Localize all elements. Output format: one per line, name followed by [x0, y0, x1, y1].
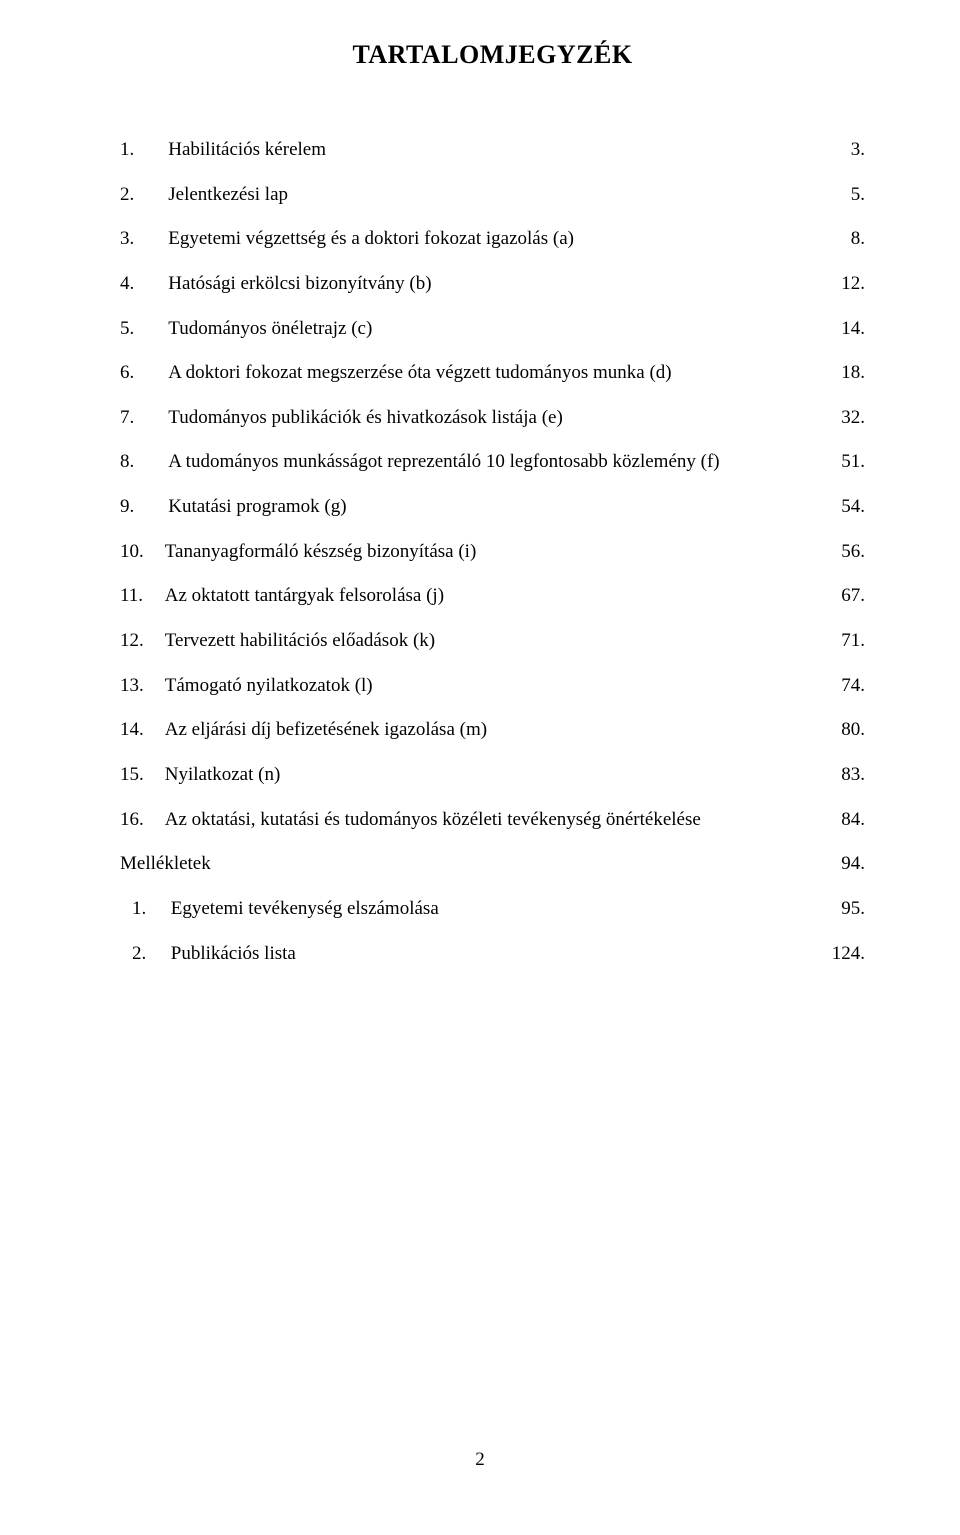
toc-label: 12. Tervezett habilitációs előadások (k) — [120, 619, 815, 664]
toc-num: 11. — [120, 574, 160, 619]
toc-appendix-heading: Mellékletek 94. — [120, 842, 865, 887]
toc-text: Az oktatási, kutatási és tudományos közé… — [165, 809, 701, 830]
toc-entry: 4. Hatósági erkölcsi bizonyítvány (b) 12… — [120, 262, 865, 307]
toc-entry: 5. Tudományos önéletrajz (c) 14. — [120, 307, 865, 352]
toc-text: A tudományos munkásságot reprezentáló 10… — [168, 451, 719, 472]
toc-page: 32. — [815, 396, 865, 441]
toc-text: Az oktatott tantárgyak felsorolása (j) — [165, 585, 444, 606]
toc-page: 74. — [815, 664, 865, 709]
toc-label: 2. Jelentkezési lap — [120, 173, 815, 218]
toc-entry: 9. Kutatási programok (g) 54. — [120, 485, 865, 530]
toc-entry: 2. Jelentkezési lap 5. — [120, 173, 865, 218]
toc-label: 10. Tananyagformáló készség bizonyítása … — [120, 530, 815, 575]
toc-num: 5. — [120, 307, 154, 352]
toc-label: 1. Egyetemi tevékenység elszámolása — [132, 887, 815, 932]
toc-label: 6. A doktori fokozat megszerzése óta vég… — [120, 351, 815, 396]
toc-num: 2. — [120, 173, 154, 218]
toc-page: 3. — [815, 128, 865, 173]
toc-label: 15. Nyilatkozat (n) — [120, 753, 815, 798]
toc-entry: 15. Nyilatkozat (n) 83. — [120, 753, 865, 798]
toc-num: 16. — [120, 798, 160, 843]
toc-page: 8. — [815, 217, 865, 262]
toc-text: Az eljárási díj befizetésének igazolása … — [165, 719, 487, 740]
toc-text: Tananyagformáló készség bizonyítása (i) — [165, 541, 477, 562]
toc-label: 9. Kutatási programok (g) — [120, 485, 815, 530]
toc-text: Kutatási programok (g) — [168, 496, 346, 517]
toc-appendix-entry: 2. Publikációs lista 124. — [120, 932, 865, 977]
toc-entry: 3. Egyetemi végzettség és a doktori foko… — [120, 217, 865, 262]
toc-num: 15. — [120, 753, 160, 798]
toc-text: Tudományos publikációk és hivatkozások l… — [168, 407, 563, 428]
toc-page: 84. — [815, 798, 865, 843]
page-title: TARTALOMJEGYZÉK — [120, 40, 865, 70]
toc-page: 83. — [815, 753, 865, 798]
toc-text: Habilitációs kérelem — [168, 139, 326, 160]
toc-label: 4. Hatósági erkölcsi bizonyítvány (b) — [120, 262, 815, 307]
toc-entry: 16. Az oktatási, kutatási és tudományos … — [120, 798, 865, 843]
page-number: 2 — [0, 1449, 960, 1471]
toc-num: 8. — [120, 440, 154, 485]
toc-text: Tudományos önéletrajz (c) — [168, 318, 372, 339]
toc-text: Publikációs lista — [171, 943, 296, 964]
toc-page: 54. — [815, 485, 865, 530]
toc-page: 80. — [815, 708, 865, 753]
toc-num: 1. — [132, 887, 166, 932]
toc-num: 3. — [120, 217, 154, 262]
toc-label: 7. Tudományos publikációk és hivatkozáso… — [120, 396, 815, 441]
toc-entry: 6. A doktori fokozat megszerzése óta vég… — [120, 351, 865, 396]
toc-page: 95. — [815, 887, 865, 932]
toc-num: 9. — [120, 485, 154, 530]
toc-text: A doktori fokozat megszerzése óta végzet… — [168, 362, 671, 383]
toc-num: 2. — [132, 932, 166, 977]
toc-page: 124. — [815, 932, 865, 977]
toc-num: 10. — [120, 530, 160, 575]
toc-text: Támogató nyilatkozatok (l) — [165, 675, 373, 696]
toc-page: 51. — [815, 440, 865, 485]
toc-label: 2. Publikációs lista — [132, 932, 815, 977]
toc-num: 4. — [120, 262, 154, 307]
toc-num: 7. — [120, 396, 154, 441]
toc-entry: 11. Az oktatott tantárgyak felsorolása (… — [120, 574, 865, 619]
toc-entry: 10. Tananyagformáló készség bizonyítása … — [120, 530, 865, 575]
toc-label: 14. Az eljárási díj befizetésének igazol… — [120, 708, 815, 753]
toc-entry: 14. Az eljárási díj befizetésének igazol… — [120, 708, 865, 753]
toc-page: 14. — [815, 307, 865, 352]
toc-page: 56. — [815, 530, 865, 575]
toc-label: 3. Egyetemi végzettség és a doktori foko… — [120, 217, 815, 262]
toc-num: 12. — [120, 619, 160, 664]
toc-text: Tervezett habilitációs előadások (k) — [165, 630, 435, 651]
toc-entry: 1. Habilitációs kérelem 3. — [120, 128, 865, 173]
toc-text: Egyetemi tevékenység elszámolása — [171, 898, 439, 919]
toc-text: Jelentkezési lap — [168, 184, 288, 205]
toc-text: Hatósági erkölcsi bizonyítvány (b) — [168, 273, 431, 294]
toc-num: 14. — [120, 708, 160, 753]
toc-page: 67. — [815, 574, 865, 619]
toc-page: 12. — [815, 262, 865, 307]
toc-label: 8. A tudományos munkásságot reprezentáló… — [120, 440, 815, 485]
toc-text: Nyilatkozat (n) — [165, 764, 281, 785]
toc-text: Egyetemi végzettség és a doktori fokozat… — [168, 228, 574, 249]
toc-page: 18. — [815, 351, 865, 396]
toc-entry: 8. A tudományos munkásságot reprezentáló… — [120, 440, 865, 485]
toc-entry: 13. Támogató nyilatkozatok (l) 74. — [120, 664, 865, 709]
toc-num: 13. — [120, 664, 160, 709]
toc-label: 1. Habilitációs kérelem — [120, 128, 815, 173]
toc-appendix-entry: 1. Egyetemi tevékenység elszámolása 95. — [120, 887, 865, 932]
toc-page: 71. — [815, 619, 865, 664]
toc-label: 13. Támogató nyilatkozatok (l) — [120, 664, 815, 709]
toc-label: 16. Az oktatási, kutatási és tudományos … — [120, 798, 815, 843]
toc-entry: 7. Tudományos publikációk és hivatkozáso… — [120, 396, 865, 441]
toc-label: 5. Tudományos önéletrajz (c) — [120, 307, 815, 352]
toc-num: 6. — [120, 351, 154, 396]
toc-list: 1. Habilitációs kérelem 3. 2. Jelentkezé… — [120, 128, 865, 976]
toc-label: Mellékletek — [120, 842, 815, 887]
toc-entry: 12. Tervezett habilitációs előadások (k)… — [120, 619, 865, 664]
toc-num: 1. — [120, 128, 154, 173]
toc-label: 11. Az oktatott tantárgyak felsorolása (… — [120, 574, 815, 619]
toc-page: 5. — [815, 173, 865, 218]
toc-page: 94. — [815, 842, 865, 887]
